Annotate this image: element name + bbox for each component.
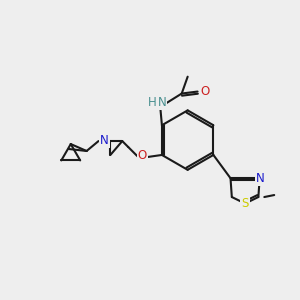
Text: N: N	[256, 172, 265, 185]
Text: O: O	[137, 149, 147, 162]
Text: N: N	[158, 96, 166, 109]
Text: N: N	[100, 134, 109, 147]
Text: S: S	[242, 197, 249, 210]
Text: H: H	[148, 96, 156, 109]
Text: O: O	[200, 85, 209, 98]
